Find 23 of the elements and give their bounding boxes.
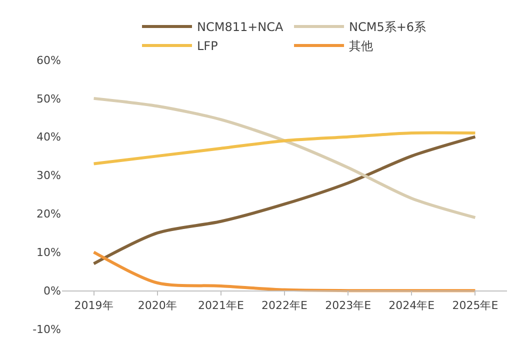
y-tick-label: 40%	[36, 130, 61, 144]
x-tick-label: 2020年	[138, 298, 177, 312]
x-tick-label: 2022年E	[262, 298, 308, 312]
x-tick-label: 2024年E	[388, 298, 435, 312]
legend-label: LFP	[197, 39, 218, 54]
legend-label: 其他	[349, 39, 374, 54]
line-series	[92, 131, 477, 166]
y-tick-label: 10%	[36, 246, 61, 259]
y-tick-label: 20%	[36, 208, 61, 221]
legend-label: NCM811+NCA	[197, 20, 284, 34]
y-tick-label: -10%	[32, 322, 61, 336]
line-series	[92, 250, 477, 292]
x-tick-label: 2021年E	[198, 298, 244, 312]
y-tick-label: 50%	[36, 92, 61, 106]
line-series	[92, 135, 477, 266]
x-tick-label: 2019年	[74, 298, 114, 312]
x-tick-label: 2023年E	[325, 298, 372, 312]
legend-label: NCM5系+6系	[349, 20, 426, 34]
y-tick-label: 30%	[36, 169, 61, 182]
y-tick-label: 0%	[44, 284, 61, 298]
x-tick-label: 2025年E	[452, 298, 498, 312]
y-tick-label: 60%	[36, 54, 61, 67]
line-series	[92, 96, 477, 220]
